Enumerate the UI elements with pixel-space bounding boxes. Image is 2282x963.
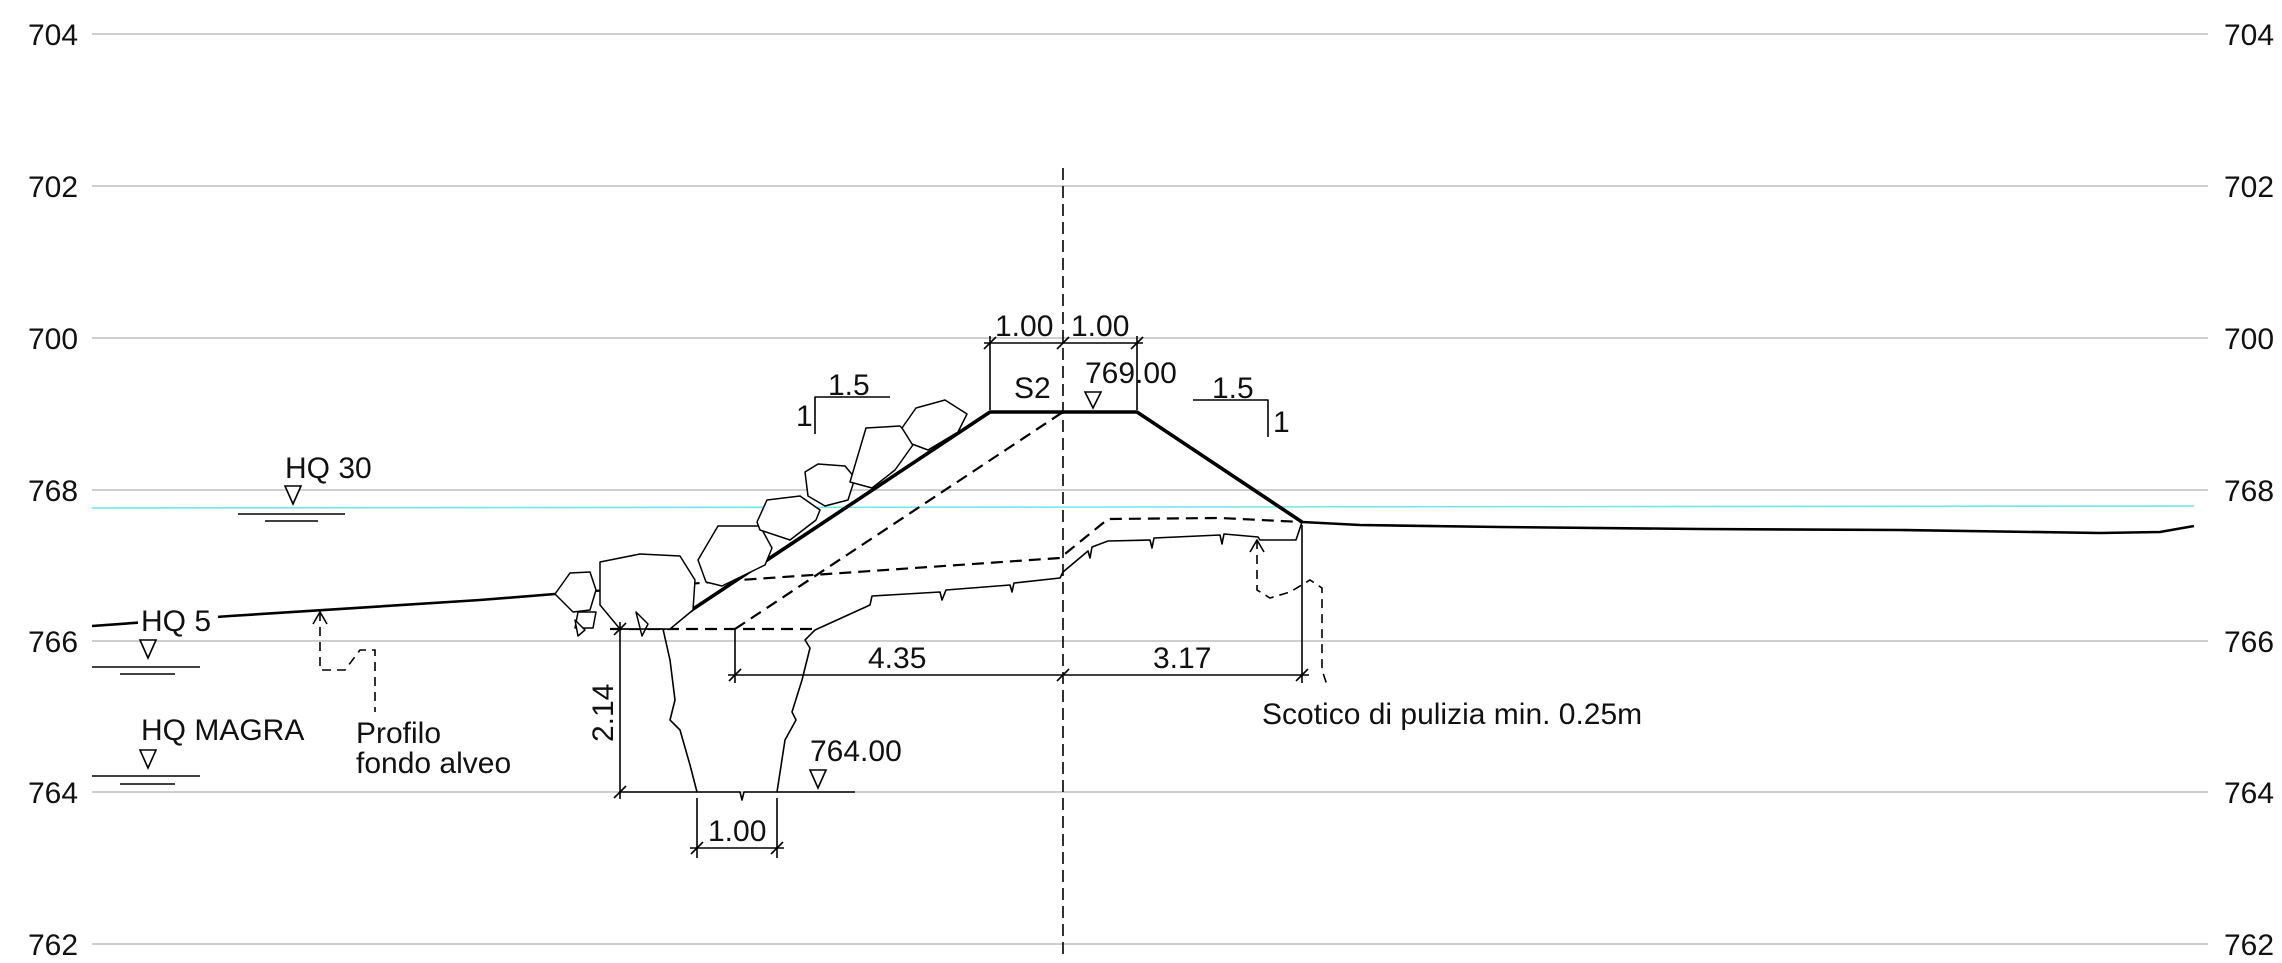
- trench-bottom-elevation: 764.00: [777, 735, 902, 793]
- right-label-768: 768: [2224, 475, 2274, 508]
- slope-right-rise: 1: [1273, 406, 1290, 439]
- hq-magra-label: HQ MAGRA: [141, 714, 304, 747]
- riverbed-note-line1: Profilo: [356, 717, 441, 750]
- crest-elevation: 769.00: [1085, 357, 1177, 390]
- section-name: S2: [1014, 372, 1051, 405]
- slope-right-run: 1.5: [1212, 372, 1254, 405]
- right-axis: 704 702 700 768 766 764 762: [2224, 19, 2274, 962]
- rock-7: [849, 425, 916, 489]
- rock-8: [901, 399, 968, 451]
- left-offset-dim: 4.35: [868, 642, 926, 675]
- right-label-702: 702: [2224, 171, 2274, 204]
- foundation-trench: [662, 628, 816, 801]
- right-offset-dim: 3.17: [1153, 642, 1211, 675]
- slope-indicator-right: 1.5 1: [1193, 372, 1290, 439]
- rock-10: [574, 619, 586, 637]
- left-label-762: 762: [28, 929, 78, 962]
- rock-5: [756, 495, 821, 541]
- left-label-766: 766: [28, 626, 78, 659]
- trench-width-dim: 1.00: [708, 815, 766, 848]
- left-label-704: 704: [28, 19, 78, 52]
- stripping-leader: Scotico di pulizia min. 0.25m: [1249, 539, 1642, 731]
- crest-right-dim: 1.00: [1071, 310, 1129, 343]
- right-label-704: 704: [2224, 19, 2274, 52]
- hq-magra-marker: HQ MAGRA: [92, 714, 304, 785]
- trench-depth-dimension: 2.14: [587, 622, 697, 799]
- hq5-label: HQ 5: [141, 605, 211, 638]
- hq30-label: HQ 30: [285, 452, 372, 485]
- left-label-768: 768: [28, 475, 78, 508]
- right-label-766: 766: [2224, 626, 2274, 659]
- trench-depth-dim: 2.14: [587, 684, 620, 742]
- levee-body: [662, 410, 1303, 631]
- rock-6: [804, 463, 856, 507]
- rock-1: [554, 571, 597, 613]
- rock-3: [599, 553, 696, 630]
- right-label-764: 764: [2224, 777, 2274, 810]
- slope-left-run: 1.5: [828, 369, 870, 402]
- crest-elevation-marker: [1083, 391, 1103, 410]
- trench-bottom-elevation-label: 764.00: [810, 735, 902, 768]
- water-level-line: [91, 505, 2195, 509]
- right-label-762: 762: [2224, 929, 2274, 962]
- left-axis: 704 702 700 768 766 764 762: [28, 19, 78, 962]
- left-label-702: 702: [28, 171, 78, 204]
- hq30-marker: HQ 30: [238, 452, 372, 522]
- rock-9: [635, 611, 649, 637]
- left-label-764: 764: [28, 777, 78, 810]
- riverbed-leader: Profilo fondo alveo: [312, 611, 511, 780]
- stripping-note: Scotico di pulizia min. 0.25m: [1262, 698, 1642, 731]
- slope-indicator-left: 1.5 1: [796, 369, 890, 434]
- offset-dimensions: 4.35 3.17: [728, 525, 1309, 683]
- riverbed-note-line2: fondo alveo: [356, 747, 511, 780]
- rock-4: [697, 525, 773, 587]
- grid: [92, 33, 2208, 945]
- ground-profile-right: [1301, 520, 2195, 535]
- left-label-700: 700: [28, 323, 78, 356]
- riprap: [554, 399, 968, 637]
- crest-dimension: 1.00 1.00: [983, 310, 1144, 410]
- right-label-700: 700: [2224, 323, 2274, 356]
- hq5-marker: HQ 5: [92, 604, 218, 675]
- trench-width-dimension: 1.00: [690, 798, 784, 858]
- stripping-line: [814, 521, 1303, 631]
- crest-left-dim: 1.00: [995, 310, 1053, 343]
- slope-left-rise: 1: [796, 400, 813, 433]
- inner-core-line: [734, 411, 1064, 630]
